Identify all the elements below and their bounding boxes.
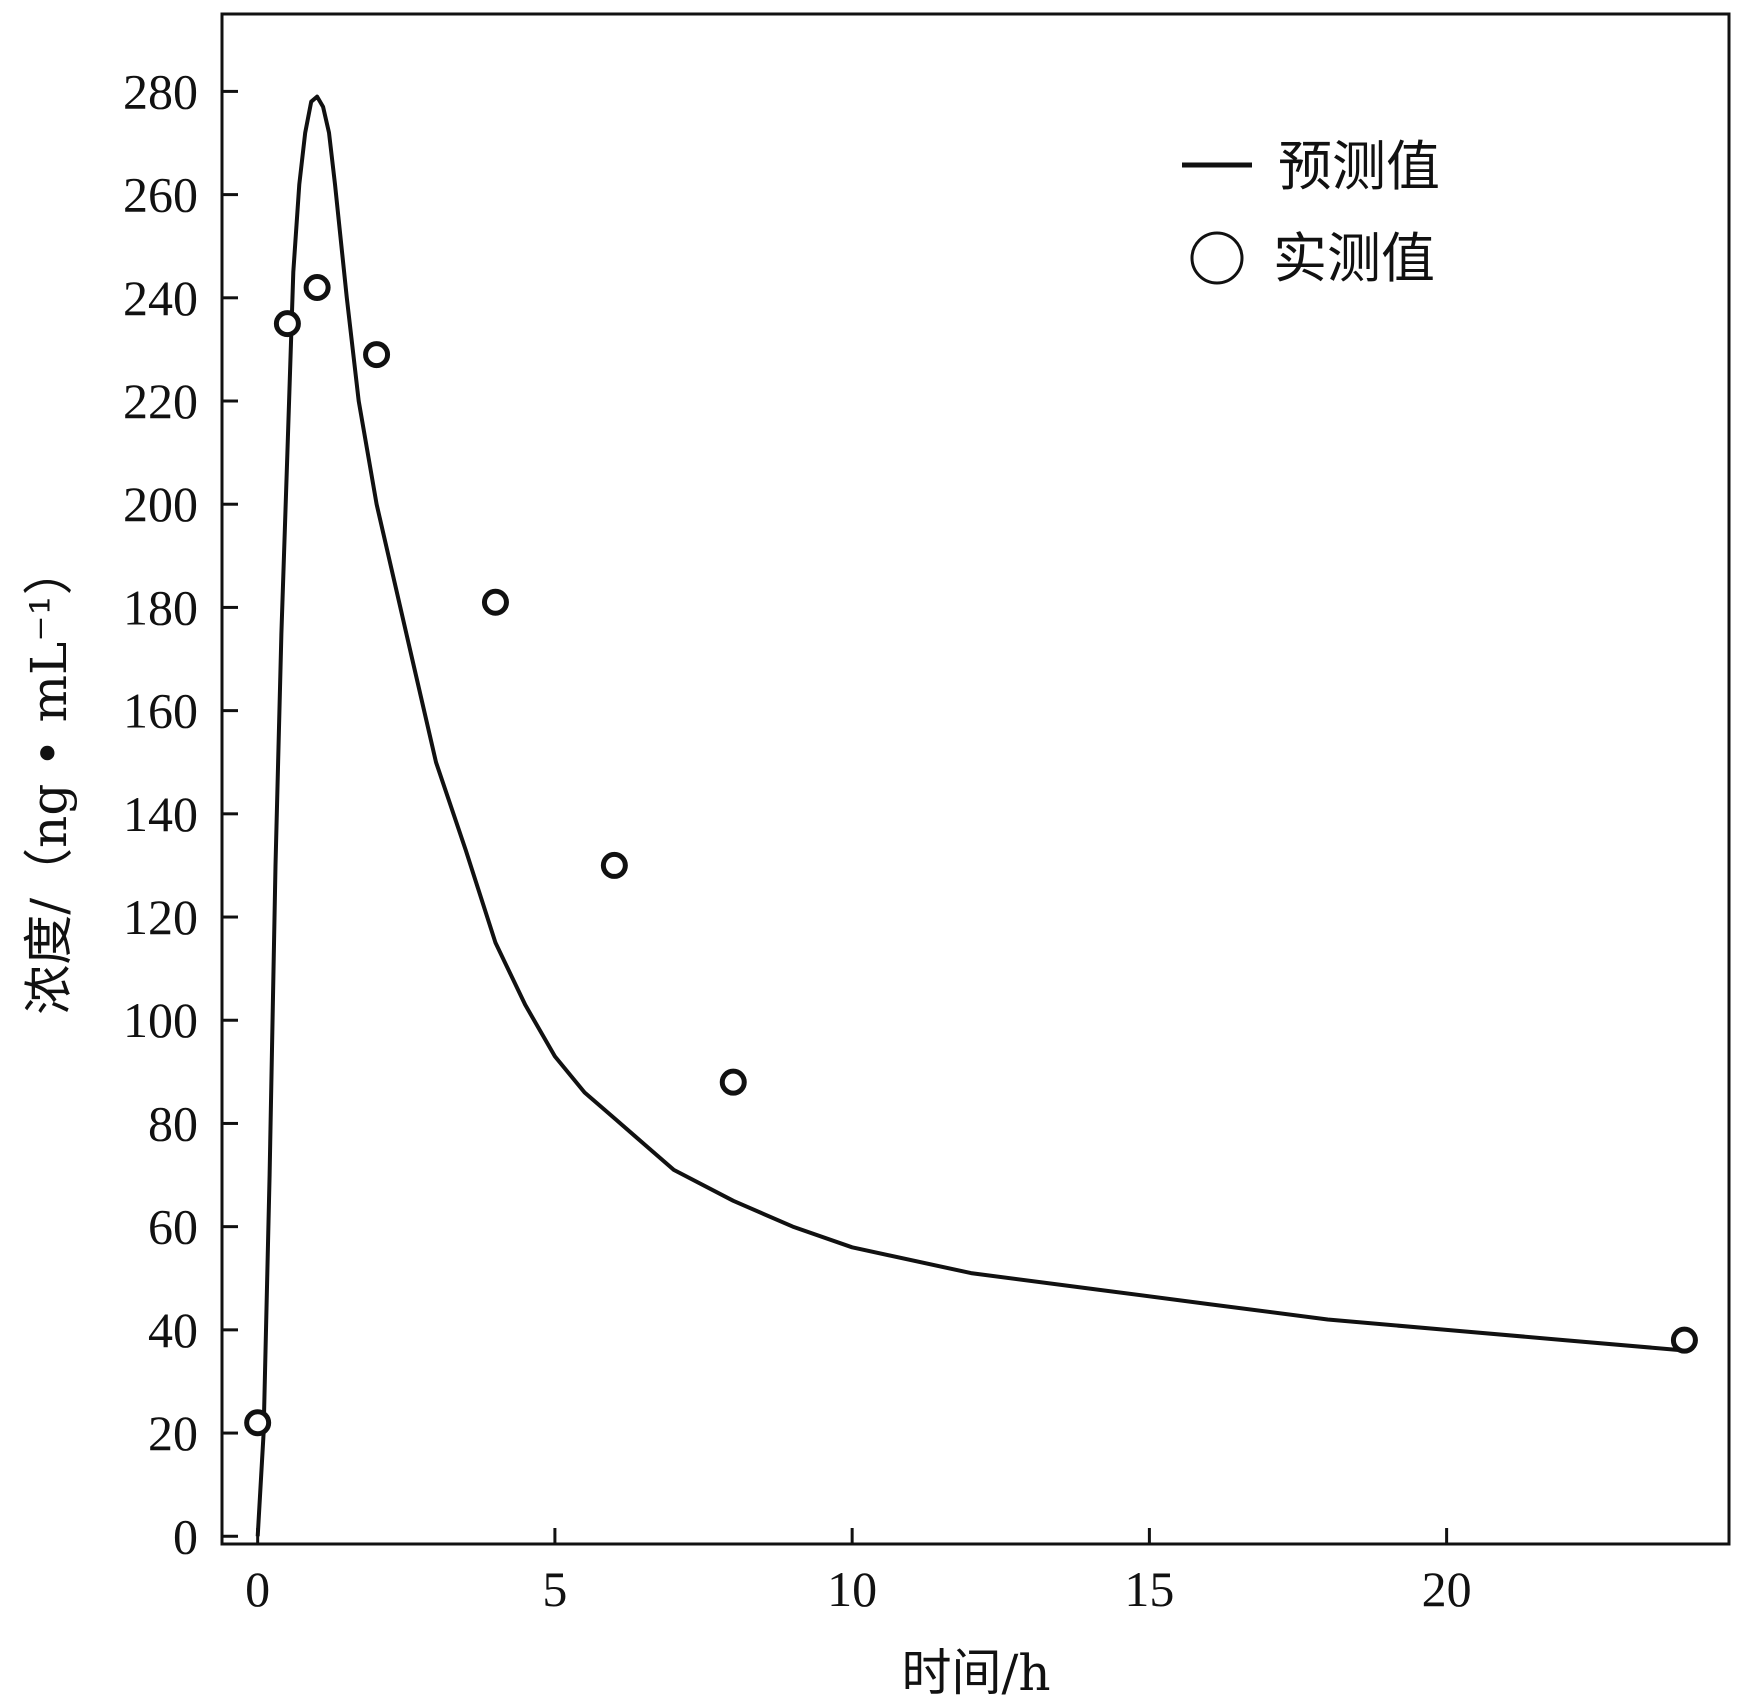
x-tick-label: 0 [245,1561,270,1617]
x-tick-label: 5 [542,1561,567,1617]
y-tick-label: 60 [148,1199,198,1255]
y-tick-label: 100 [123,992,198,1048]
observed-point [600,851,628,879]
legend-label-observed: 实测值 [1273,227,1435,290]
legend-label-predicted: 预测值 [1278,135,1440,198]
observed-point [363,341,391,369]
x-tick-label: 15 [1124,1561,1174,1617]
observed-point [1670,1326,1698,1354]
y-tick-label: 240 [123,270,198,326]
x-axis-title: 时间/h [901,1644,1050,1702]
observed-point [719,1068,747,1096]
plot-frame [220,12,1731,1546]
y-tick-label: 260 [123,167,198,223]
y-tick-label: 180 [123,579,198,635]
y-tick-label: 220 [123,373,198,429]
y-tick-label: 140 [123,786,198,842]
observed-point [273,310,301,338]
y-tick-label: 120 [123,889,198,945]
x-axis-ticks: 0 5 10 15 20 [245,1528,1472,1617]
x-tick-label: 10 [827,1561,877,1617]
legend: 预测值 实测值 [1182,135,1440,290]
observed-point [244,1409,272,1437]
y-tick-label: 160 [123,683,198,739]
y-axis-ticks: 0 20 40 60 80 100 120 140 160 180 200 220 240 260 280 [123,63,238,1564]
y-tick-label: 20 [148,1405,198,1461]
y-tick-label: 0 [173,1508,198,1564]
series-points-observed [244,273,1698,1437]
observed-point [481,588,509,616]
y-tick-label: 280 [123,63,198,119]
observed-point [303,273,331,301]
series-line-predicted [255,94,1685,1537]
x-tick-label: 20 [1422,1561,1472,1617]
legend-marker-swatch [1190,231,1244,285]
y-axis-title: 浓度/（ng • mL⁻¹） [20,545,78,1014]
y-tick-label: 40 [148,1302,198,1358]
y-tick-label: 200 [123,476,198,532]
y-tick-label: 80 [148,1095,198,1151]
